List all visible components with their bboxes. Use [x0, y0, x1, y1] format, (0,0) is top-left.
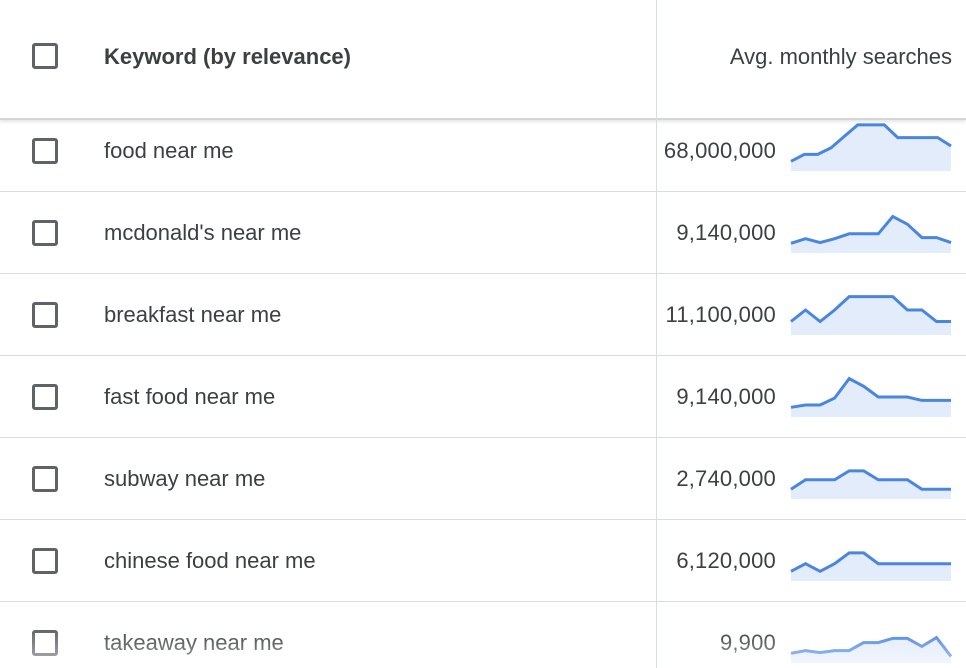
trend-area — [791, 296, 951, 335]
keyword-column-header[interactable]: Keyword (by relevance) — [104, 44, 351, 69]
trend-line — [790, 469, 951, 491]
table-row[interactable]: fast food near me 9,140,000 — [0, 356, 966, 438]
keyword-cell: food near me — [104, 138, 234, 163]
keyword-cell: fast food near me — [104, 384, 276, 409]
keyword-cell: chinese food near me — [104, 548, 316, 573]
avg-monthly-searches-cell: 9,900 — [719, 630, 776, 655]
row-checkbox[interactable] — [32, 384, 58, 410]
trend-sparkline — [790, 123, 952, 171]
avg-monthly-searches-cell: 68,000,000 — [663, 138, 776, 163]
row-checkbox[interactable] — [32, 302, 58, 328]
row-checkbox[interactable] — [32, 466, 58, 492]
avg-monthly-searches-cell: 9,140,000 — [676, 384, 776, 409]
table-row[interactable]: takeaway near me 9,900 — [0, 602, 966, 668]
avg-monthly-searches-cell: 11,100,000 — [665, 302, 776, 327]
table-row[interactable]: breakfast near me 11,100,000 — [0, 274, 966, 356]
row-checkbox[interactable] — [32, 630, 58, 656]
row-checkbox[interactable] — [32, 548, 58, 574]
column-divider[interactable] — [656, 0, 657, 668]
keyword-cell: breakfast near me — [104, 302, 282, 327]
trend-line — [790, 376, 951, 409]
trend-sparkline — [790, 469, 951, 499]
trend-sparkline — [790, 214, 952, 253]
avg-monthly-searches-cell: 9,140,000 — [676, 220, 776, 245]
trend-line — [790, 295, 951, 324]
keyword-cell: subway near me — [104, 466, 266, 491]
avg-monthly-searches-cell: 2,740,000 — [676, 466, 776, 491]
trend-line — [790, 551, 951, 573]
trend-area — [791, 124, 951, 171]
avg-monthly-searches-cell: 6,120,000 — [676, 548, 776, 573]
trend-line — [790, 123, 952, 163]
avg-monthly-searches-column-header[interactable]: Avg. monthly searches — [729, 44, 952, 69]
keyword-cell: mcdonald's near me — [104, 220, 302, 245]
table-row[interactable]: mcdonald's near me 9,140,000 — [0, 192, 966, 274]
table-row[interactable]: chinese food near me 6,120,000 — [0, 520, 966, 602]
keyword-cell: takeaway near me — [104, 630, 284, 655]
trend-sparkline — [790, 635, 953, 663]
row-checkbox[interactable] — [32, 220, 58, 246]
trend-area — [791, 378, 951, 417]
trend-area — [791, 552, 951, 581]
table-header: Keyword (by relevance) Avg. monthly sear… — [0, 0, 966, 120]
table-row[interactable]: food near me 68,000,000 — [0, 110, 966, 192]
trend-sparkline — [790, 295, 951, 335]
trend-sparkline — [790, 551, 951, 581]
table-row[interactable]: subway near me 2,740,000 — [0, 438, 966, 520]
row-checkbox[interactable] — [32, 138, 58, 164]
trend-area — [791, 470, 951, 499]
trend-line — [790, 214, 952, 245]
select-all-checkbox[interactable] — [32, 43, 58, 69]
trend-sparkline — [790, 376, 951, 417]
